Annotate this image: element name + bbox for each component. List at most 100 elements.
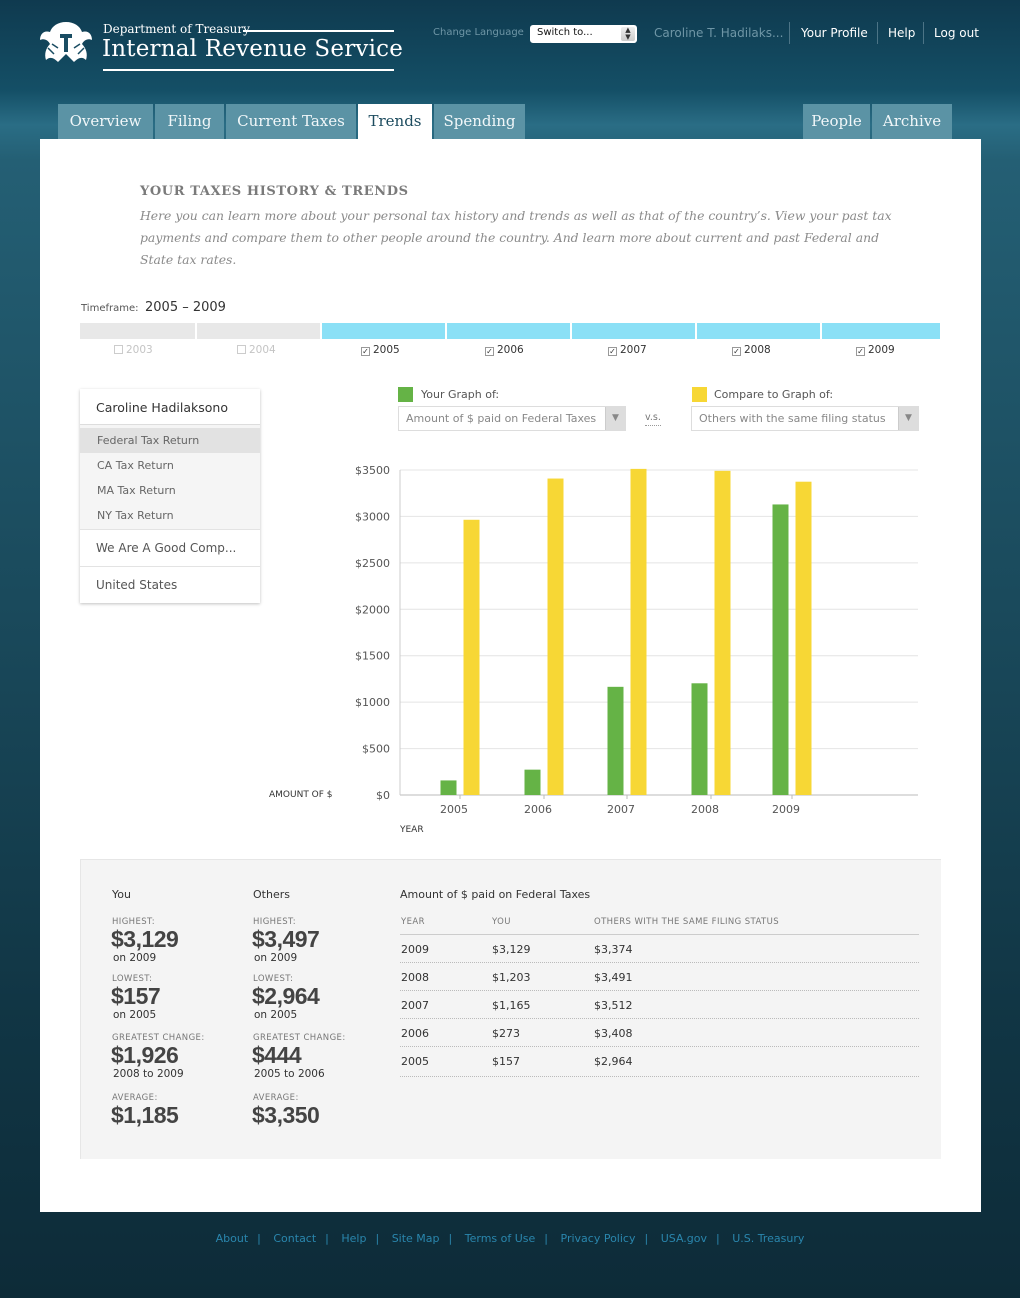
tab-archive[interactable]: Archive <box>872 104 952 139</box>
header-separator <box>877 22 878 44</box>
dropdown-arrow-icon: ▼ <box>605 407 625 430</box>
sidebar-item-united-states[interactable]: United States <box>80 566 260 603</box>
chart-y-axis-label: AMOUNT OF $ <box>269 790 333 800</box>
table-header-divider <box>400 934 919 935</box>
y-tick-label: $3500 <box>355 464 390 477</box>
sidebar-item-ma[interactable]: MA Tax Return <box>97 484 176 497</box>
tab-current-taxes[interactable]: Current Taxes <box>226 104 356 139</box>
x-tick-label: 2006 <box>524 803 552 816</box>
table-row-divider <box>400 990 919 991</box>
footer-link-site-map[interactable]: Site Map <box>391 1232 440 1245</box>
your-graph-swatch <box>398 387 413 402</box>
sidebar-item-company[interactable]: We Are A Good Comp... <box>80 529 260 566</box>
year-checkbox-2009[interactable]: ✓ 2009 <box>856 344 895 356</box>
header-separator <box>923 22 924 44</box>
vs-label: v.s. <box>645 412 661 426</box>
timeframe-segment[interactable] <box>697 323 820 339</box>
others-change-label: GREATEST CHANGE: <box>253 1033 346 1043</box>
year-checkbox-2008[interactable]: ✓ 2008 <box>732 344 771 356</box>
table-cell-year: 2005 <box>401 1055 429 1068</box>
others-lowest-value: $2,964 <box>252 983 320 1009</box>
tab-filing[interactable]: Filing <box>155 104 224 139</box>
bar-you-2005 <box>440 780 457 795</box>
bar-you-2007 <box>607 686 624 795</box>
others-average-label: AVERAGE: <box>253 1093 299 1103</box>
table-cell-others: $3,512 <box>594 999 633 1012</box>
help-link[interactable]: Help <box>888 26 916 40</box>
your-graph-select[interactable]: Amount of $ paid on Federal Taxes ▼ <box>398 406 626 431</box>
y-tick-label: $2500 <box>355 557 390 570</box>
timeframe-segment[interactable] <box>572 323 695 339</box>
agency-name: Internal Revenue Service <box>102 36 404 62</box>
bar-you-2009 <box>772 504 789 795</box>
you-highest-value: $3,129 <box>111 926 179 952</box>
logout-link[interactable]: Log out <box>934 26 979 40</box>
you-change-years: 2008 to 2009 <box>113 1068 184 1080</box>
bar-you-2008 <box>691 683 708 795</box>
you-average-value: $1,185 <box>111 1102 179 1128</box>
footer-link-treasury[interactable]: U.S. Treasury <box>732 1232 805 1245</box>
footer-link-help[interactable]: Help <box>341 1232 367 1245</box>
others-change-years: 2005 to 2006 <box>254 1068 325 1080</box>
your-profile-link[interactable]: Your Profile <box>801 26 868 40</box>
footer-link-contact[interactable]: Contact <box>273 1232 317 1245</box>
year-checkbox-2004[interactable]: 2004 <box>237 344 276 356</box>
brand-underline <box>103 69 394 71</box>
table-header-you: YOU <box>492 917 511 927</box>
footer-link-terms[interactable]: Terms of Use <box>464 1232 536 1245</box>
sidebar-item-federal[interactable]: Federal Tax Return <box>80 428 260 453</box>
timeframe-label: Timeframe: <box>81 303 139 314</box>
timeframe-segment[interactable] <box>447 323 570 339</box>
footer-link-privacy[interactable]: Privacy Policy <box>560 1232 636 1245</box>
tab-people[interactable]: People <box>803 104 870 139</box>
timeframe-segment[interactable] <box>822 323 940 339</box>
table-cell-you: $1,165 <box>492 999 531 1012</box>
timeframe-segment[interactable] <box>80 323 195 339</box>
x-tick-label: 2008 <box>691 803 719 816</box>
year-checkbox-2007[interactable]: ✓ 2007 <box>608 344 647 356</box>
table-row-divider <box>400 1076 919 1077</box>
footer-link-about[interactable]: About <box>215 1232 249 1245</box>
y-tick-label: $1000 <box>355 696 390 709</box>
return-sidebar: Caroline Hadilaksono Federal Tax Return … <box>80 389 260 603</box>
others-change-value: $444 <box>252 1042 302 1068</box>
year-checkbox-2006[interactable]: ✓ 2006 <box>485 344 524 356</box>
checkbox-icon <box>237 345 246 354</box>
others-highest-year: on 2009 <box>254 952 298 964</box>
table-title: Amount of $ paid on Federal Taxes <box>400 888 591 901</box>
table-header-others: OTHERS WITH THE SAME FILING STATUS <box>594 917 780 927</box>
others-lowest-year: on 2005 <box>254 1009 298 1021</box>
checkbox-icon <box>114 345 123 354</box>
irs-eagle-logo <box>40 22 92 62</box>
tab-trends[interactable]: Trends <box>358 104 432 140</box>
you-highest-label: HIGHEST: <box>112 917 155 927</box>
x-tick-label: 2007 <box>607 803 635 816</box>
tab-overview[interactable]: Overview <box>58 104 153 139</box>
sidebar-item-ca[interactable]: CA Tax Return <box>97 459 174 472</box>
you-heading: You <box>112 888 131 901</box>
you-lowest-value: $157 <box>111 983 161 1009</box>
tab-spending[interactable]: Spending <box>434 104 525 139</box>
sidebar-heading[interactable]: Caroline Hadilaksono <box>96 400 229 415</box>
others-highest-value: $3,497 <box>252 926 320 952</box>
you-average-label: AVERAGE: <box>112 1093 158 1103</box>
timeframe-segment[interactable] <box>322 323 445 339</box>
language-select-value: Switch to... <box>537 27 593 38</box>
you-lowest-year: on 2005 <box>113 1009 157 1021</box>
your-graph-label: Your Graph of: <box>421 388 500 401</box>
timeframe-segment[interactable] <box>197 323 320 339</box>
x-tick-label: 2005 <box>440 803 468 816</box>
table-row-divider <box>400 1018 919 1019</box>
compare-graph-select[interactable]: Others with the same filing status ▼ <box>691 406 919 431</box>
table-cell-you: $273 <box>492 1027 520 1040</box>
timeframe-value: 2005 – 2009 <box>145 300 226 315</box>
footer-link-usa-gov[interactable]: USA.gov <box>660 1232 707 1245</box>
language-select[interactable]: Switch to... ▲ ▼ <box>530 25 637 43</box>
table-header-year: YEAR <box>401 917 425 927</box>
year-checkbox-2003[interactable]: 2003 <box>114 344 153 356</box>
bar-others-2006 <box>547 478 564 795</box>
user-name[interactable]: Caroline T. Hadilaks... <box>654 26 784 40</box>
year-checkbox-2005[interactable]: ✓ 2005 <box>361 344 400 356</box>
table-cell-year: 2006 <box>401 1027 429 1040</box>
sidebar-item-ny[interactable]: NY Tax Return <box>97 509 174 522</box>
